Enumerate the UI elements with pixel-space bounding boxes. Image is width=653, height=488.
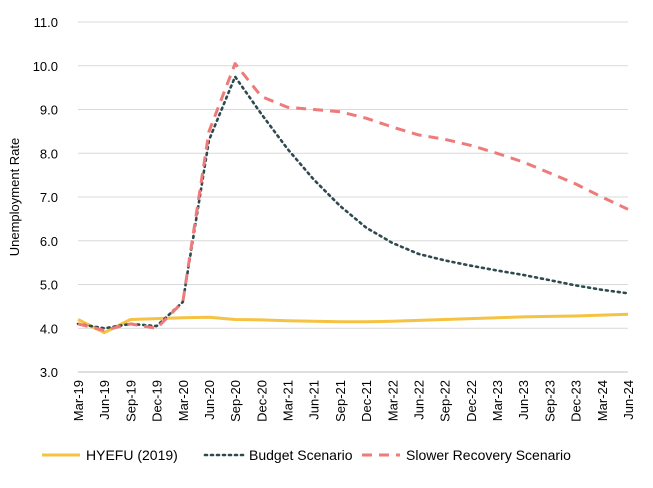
x-tick-label: Dec-22	[464, 380, 479, 422]
series-lines	[76, 62, 630, 335]
series-line-3	[77, 62, 629, 332]
y-tick-label: 5.0	[40, 278, 58, 293]
x-tick-label: Sep-21	[333, 380, 348, 422]
x-tick-label: Mar-22	[385, 380, 400, 421]
x-tick-label: Mar-24	[595, 380, 610, 421]
y-tick-label: 6.0	[40, 234, 58, 249]
x-tick-label: Jun-21	[307, 380, 322, 420]
y-tick-label: 8.0	[40, 146, 58, 161]
y-tick-label: 7.0	[40, 190, 58, 205]
y-tick-label: 4.0	[40, 321, 58, 336]
y-tick-label: 10.0	[33, 59, 58, 74]
legend-entry: Slower Recovery Scenario	[406, 447, 571, 463]
x-tick-label: Mar-20	[176, 380, 191, 421]
x-tick-label: Mar-21	[281, 380, 296, 421]
legend: HYEFU (2019) Budget Scenario Slower Recove…	[42, 447, 571, 463]
x-tick-label: Jun-19	[97, 380, 112, 420]
y-tick-label: 9.0	[40, 103, 58, 118]
x-tick-label: Sep-19	[123, 380, 138, 422]
x-tick-label: Jun-24	[621, 380, 636, 420]
x-tick-label: Dec-23	[569, 380, 584, 422]
x-tick-label: Dec-19	[150, 380, 165, 422]
x-tick-label: Mar-19	[71, 380, 86, 421]
x-tick-label: Mar-23	[490, 380, 505, 421]
x-axis-ticks: Mar-19 Jun-19 Sep-19 Dec-19 Mar-20 Jun-20 Sep-…	[71, 380, 636, 422]
x-tick-label: Sep-20	[228, 380, 243, 422]
y-axis-ticks: 3.0 4.0 5.0 6.0 7.0 8.0 9.0 10.0 11.0	[33, 15, 58, 380]
legend-entry: Budget Scenario	[249, 447, 353, 463]
x-tick-label: Dec-20	[254, 380, 269, 422]
y-axis-label: Unemployment Rate	[7, 138, 22, 257]
x-tick-label: Sep-22	[438, 380, 453, 422]
x-tick-label: Jun-22	[411, 380, 426, 420]
y-tick-label: 3.0	[40, 365, 58, 380]
legend-entry: HYEFU (2019)	[86, 447, 178, 463]
series-line-2	[76, 75, 630, 330]
x-tick-label: Jun-23	[516, 380, 531, 420]
x-tick-label: Dec-21	[359, 380, 374, 422]
x-tick-label: Sep-23	[542, 380, 557, 422]
y-tick-label: 11.0	[34, 15, 58, 30]
x-tick-label: Jun-20	[202, 380, 217, 420]
series-line-1	[77, 312, 629, 335]
gridlines	[78, 21, 628, 329]
